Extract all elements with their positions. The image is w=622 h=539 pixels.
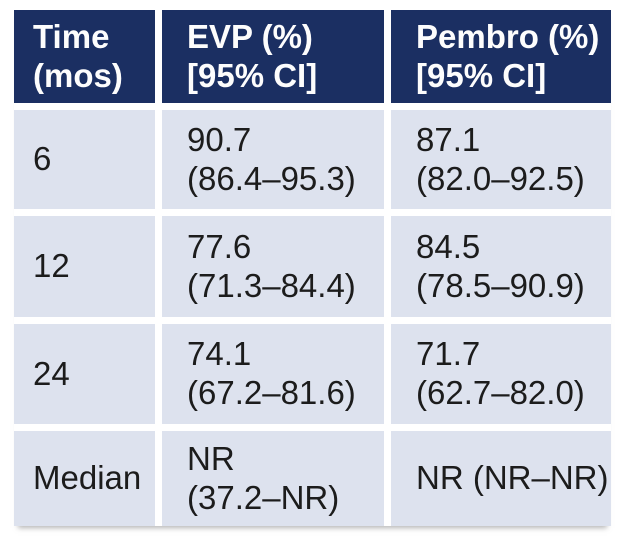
table-cell-time-row1: 12 [14, 216, 155, 317]
table-cell-evp-row0: 90.7 (86.4–95.3) [162, 110, 384, 209]
column-header-time: Time (mos) [14, 10, 155, 103]
column-header-evp: EVP (%) [95% CI] [162, 10, 384, 103]
table-cell-time-row0: 6 [14, 110, 155, 209]
table-cell-evp-row1: 77.6 (71.3–84.4) [162, 216, 384, 317]
table-cell-time-row2: 24 [14, 324, 155, 424]
table-cell-pembro-row0: 87.1 (82.0–92.5) [391, 110, 611, 209]
table-cell-evp-row3: NR (37.2–NR) [162, 431, 384, 526]
column-header-pembro: Pembro (%) [95% CI] [391, 10, 611, 103]
table-cell-pembro-row3: NR (NR–NR) [391, 431, 611, 526]
table-cell-pembro-row2: 71.7 (62.7–82.0) [391, 324, 611, 424]
table-cell-evp-row2: 74.1 (67.2–81.6) [162, 324, 384, 424]
table-cell-pembro-row1: 84.5 (78.5–90.9) [391, 216, 611, 317]
outcomes-table: Time (mos) EVP (%) [95% CI] Pembro (%) [… [14, 10, 611, 526]
table-cell-time-row3: Median [14, 431, 155, 526]
